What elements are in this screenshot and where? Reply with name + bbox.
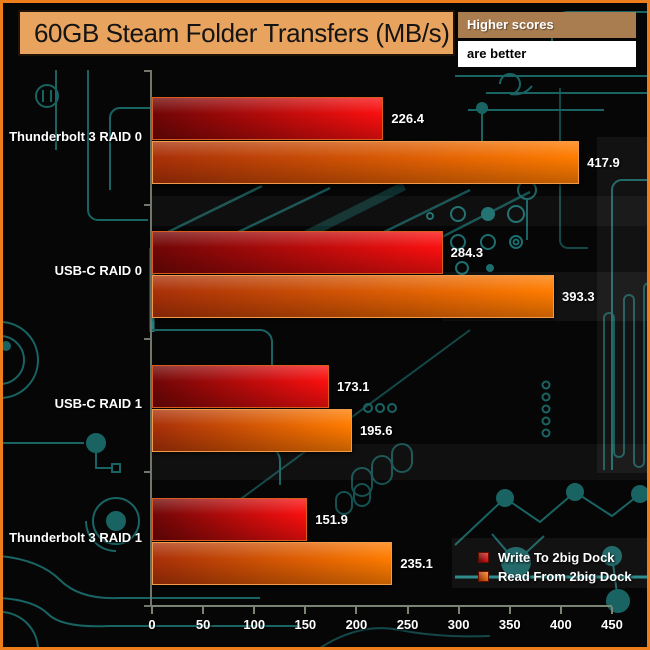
chart-title: 60GB Steam Folder Transfers (MB/s) [18, 10, 455, 56]
category-label-thunderbolt-3-raid-1: Thunderbolt 3 RAID 1 [9, 530, 142, 546]
bar-write-to-2big-dock-usb-c-raid-1 [152, 364, 329, 408]
x-axis-tick [611, 607, 613, 614]
bar-write-to-2big-dock-thunderbolt-3-raid-0 [152, 97, 384, 140]
x-axis-tick-label: 300 [447, 617, 470, 632]
x-axis-tick-label: 0 [148, 617, 156, 632]
x-axis-tick [355, 607, 358, 614]
are-better-badge: are better [458, 41, 636, 67]
higher-scores-badge: Higher scores [458, 12, 636, 38]
value-label-read-from-2big-dock-usb-c-raid-1: 195.6 [359, 422, 393, 438]
x-axis-tick [202, 607, 205, 614]
legend-item-write-to-2big-dock: Write To 2big Dock [478, 548, 632, 567]
x-axis-tick [457, 607, 460, 614]
x-axis-tick-label: 350 [498, 617, 521, 632]
bar-read-from-2big-dock-usb-c-raid-0 [152, 274, 555, 318]
x-axis: 0 50 100 150 200 250 300 350 400 450 [148, 607, 623, 649]
category-label-usb-c-raid-1: USB-C RAID 1 [54, 396, 142, 412]
x-axis-tick [406, 607, 409, 614]
value-label-read-from-2big-dock-usb-c-raid-0: 393.3 [562, 288, 595, 304]
x-axis-tick [304, 607, 307, 614]
bar-read-from-2big-dock-thunderbolt-3-raid-0 [152, 141, 580, 184]
category-label-thunderbolt-3-raid-0: Thunderbolt 3 RAID 0 [9, 128, 142, 144]
bar-read-from-2big-dock-usb-c-raid-1 [152, 408, 352, 452]
legend: Write To 2big Dock Read From 2big Dock [478, 548, 632, 586]
value-label-write-to-2big-dock-usb-c-raid-0: 284.3 [450, 244, 484, 260]
y-axis-tick [144, 203, 150, 206]
x-axis-tick-label: 400 [550, 617, 572, 632]
y-axis-tick [144, 605, 150, 607]
x-axis-tick-label: 100 [243, 617, 266, 632]
bar-write-to-2big-dock-thunderbolt-3-raid-1 [152, 498, 308, 542]
value-label-read-from-2big-dock-thunderbolt-3-raid-0: 417.9 [587, 155, 620, 170]
x-axis-tick [508, 607, 511, 614]
x-axis-tick-label: 200 [345, 617, 368, 632]
y-axis-tick [144, 70, 150, 72]
bar-write-to-2big-dock-usb-c-raid-0 [152, 230, 443, 274]
legend-swatch-write-to-2big-dock [478, 552, 489, 563]
x-axis-tick [151, 607, 153, 614]
category-label-usb-c-raid-0: USB-C RAID 0 [54, 262, 142, 278]
value-label-read-from-2big-dock-thunderbolt-3-raid-1: 235.1 [400, 556, 433, 572]
y-axis-tick [144, 337, 150, 340]
x-axis-tick [253, 607, 256, 614]
legend-label-read-from-2big-dock: Read From 2big Dock [498, 569, 632, 584]
bar-read-from-2big-dock-thunderbolt-3-raid-1 [152, 542, 393, 586]
value-label-write-to-2big-dock-usb-c-raid-1: 173.1 [336, 378, 370, 394]
x-axis-tick [559, 607, 562, 614]
legend-label-write-to-2big-dock: Write To 2big Dock [498, 550, 615, 565]
x-axis-tick-label: 50 [195, 617, 211, 632]
category-axis: Thunderbolt 3 RAID 0 USB-C RAID 0 USB-C RA… [0, 70, 142, 607]
x-axis-tick-label: 150 [294, 617, 317, 632]
legend-item-read-from-2big-dock: Read From 2big Dock [478, 567, 632, 586]
x-axis-tick-label: 450 [601, 617, 623, 632]
plot-area: 226.4 284.3 173.1 151.9 417.9 393.3 195.6 235.1 [150, 70, 620, 607]
value-label-write-to-2big-dock-thunderbolt-3-raid-1: 151.9 [315, 512, 348, 528]
x-axis-tick-label: 250 [396, 617, 419, 632]
value-label-write-to-2big-dock-thunderbolt-3-raid-0: 226.4 [391, 111, 424, 126]
legend-swatch-read-from-2big-dock [478, 571, 489, 582]
y-axis-tick [144, 471, 150, 474]
